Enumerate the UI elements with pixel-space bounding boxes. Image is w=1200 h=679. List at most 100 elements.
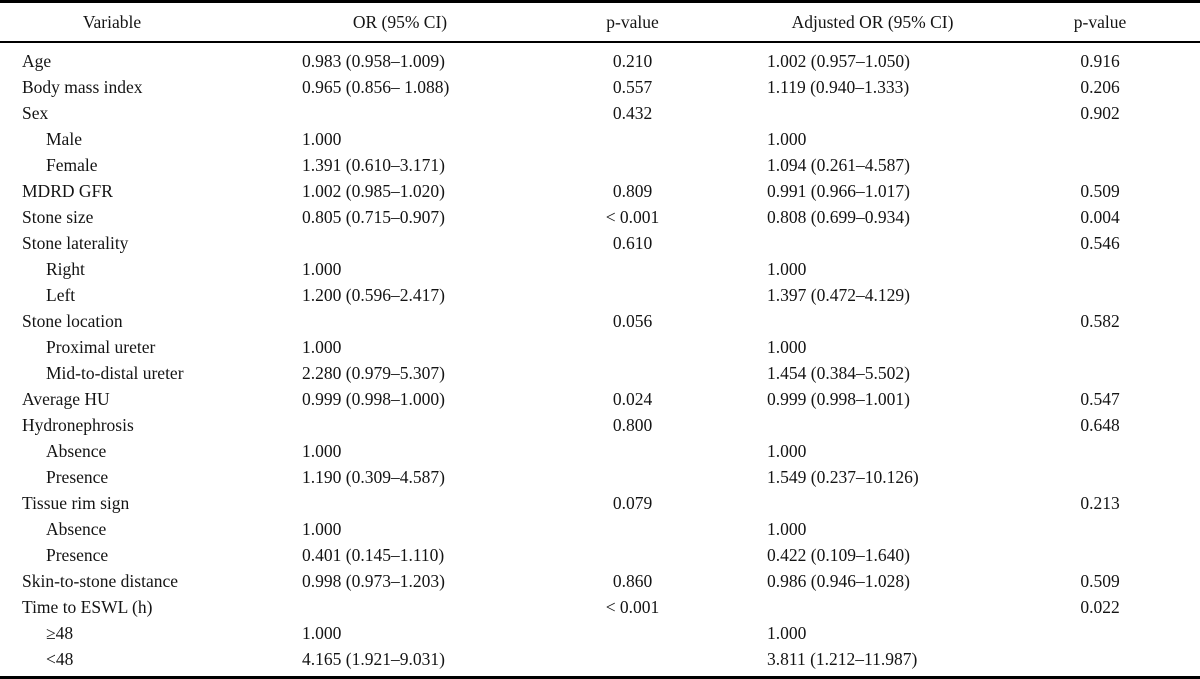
table-row: Mid-to-distal ureter 2.280 (0.979–5.307) 1… (0, 360, 1200, 386)
table-row: Stone laterality 0.610 0.546 (0, 230, 1200, 256)
p-value-cell: 0.610 (612, 232, 653, 253)
or-ci-cell: 1.000 (302, 622, 342, 643)
adjusted-p-value-cell: 0.916 (1080, 50, 1120, 71)
variable-cell: Right (46, 258, 85, 279)
or-ci-cell: 0.999 (0.998–1.000) (302, 388, 445, 409)
table-row: Skin-to-stone distance 0.998 (0.973–1.203… (0, 568, 1200, 594)
adjusted-p-value-cell: 0.004 (1080, 206, 1120, 227)
p-value-cell: 0.079 (612, 492, 653, 513)
or-ci-cell: 1.000 (302, 258, 342, 279)
table-row: Time to ESWL (h) < 0.001 0.022 (0, 594, 1200, 620)
table-row: Age 0.983 (0.958–1.009) 0.210 1.002 (0.957–… (0, 48, 1200, 74)
table-row: Tissue rim sign 0.079 0.213 (0, 490, 1200, 516)
table-row: Right 1.000 1.000 (0, 256, 1200, 282)
or-ci-cell: 1.000 (302, 440, 342, 461)
or-ci-cell: 0.805 (0.715–0.907) (302, 206, 445, 227)
column-header-p-value: p-value (606, 11, 659, 32)
adjusted-or-ci-cell: 1.002 (0.957–1.050) (767, 50, 910, 71)
or-ci-cell: 4.165 (1.921–9.031) (302, 648, 445, 669)
p-value-cell: 0.210 (612, 50, 653, 71)
adjusted-p-value-cell: 0.648 (1080, 414, 1120, 435)
table-row: Body mass index 0.965 (0.856– 1.088) 0.557… (0, 74, 1200, 100)
or-ci-cell: 2.280 (0.979–5.307) (302, 362, 445, 383)
variable-cell: ≥48 (46, 622, 74, 643)
adjusted-or-ci-cell: 0.808 (0.699–0.934) (767, 206, 910, 227)
table-row: Stone size 0.805 (0.715–0.907) < 0.001 0.80… (0, 204, 1200, 230)
table-row: Sex 0.432 0.902 (0, 100, 1200, 126)
table-row: Stone location 0.056 0.582 (0, 308, 1200, 334)
variable-cell: Hydronephrosis (22, 414, 134, 435)
variable-cell: Proximal ureter (46, 336, 156, 357)
variable-cell: Tissue rim sign (22, 492, 130, 513)
table-row: Proximal ureter 1.000 1.000 (0, 334, 1200, 360)
table-row: Male 1.000 1.000 (0, 126, 1200, 152)
adjusted-or-ci-cell: 1.000 (767, 622, 807, 643)
variable-cell: Left (46, 284, 76, 305)
variable-cell: <48 (46, 648, 74, 669)
adjusted-p-value-cell: 0.213 (1080, 492, 1120, 513)
variable-cell: Time to ESWL (h) (22, 596, 153, 617)
adjusted-or-ci-cell: 1.000 (767, 336, 807, 357)
table-row: Absence 1.000 1.000 (0, 438, 1200, 464)
p-value-cell: < 0.001 (605, 206, 660, 227)
p-value-cell: < 0.001 (605, 596, 660, 617)
adjusted-or-ci-cell: 0.422 (0.109–1.640) (767, 544, 910, 565)
p-value-cell: 0.809 (612, 180, 653, 201)
p-value-cell: 0.024 (612, 388, 653, 409)
table-header-row: Variable OR (95% CI) p-value Adjusted OR (9… (0, 3, 1200, 43)
variable-cell: Stone size (22, 206, 94, 227)
variable-cell: Male (46, 128, 82, 149)
adjusted-or-ci-cell: 1.000 (767, 128, 807, 149)
adjusted-or-ci-cell: 1.119 (0.940–1.333) (767, 76, 910, 97)
adjusted-or-ci-cell: 1.397 (0.472–4.129) (767, 284, 910, 305)
variable-cell: Skin-to-stone distance (22, 570, 179, 591)
adjusted-p-value-cell: 0.902 (1080, 102, 1120, 123)
variable-cell: Stone location (22, 310, 123, 331)
table-row: Presence 0.401 (0.145–1.110) 0.422 (0.109–… (0, 542, 1200, 568)
table-row: Left 1.200 (0.596–2.417) 1.397 (0.472–4.12… (0, 282, 1200, 308)
p-value-cell: 0.432 (612, 102, 653, 123)
or-ci-cell: 1.000 (302, 336, 342, 357)
column-header-adjusted-p-value: p-value (1073, 11, 1127, 32)
or-ci-cell: 1.200 (0.596–2.417) (302, 284, 445, 305)
adjusted-or-ci-cell: 1.454 (0.384–5.502) (767, 362, 910, 383)
adjusted-p-value-cell: 0.206 (1080, 76, 1120, 97)
variable-cell: Age (22, 50, 52, 71)
adjusted-or-ci-cell: 1.000 (767, 440, 807, 461)
variable-cell: Female (46, 154, 98, 175)
table-row: Presence 1.190 (0.309–4.587) 1.549 (0.237–… (0, 464, 1200, 490)
adjusted-p-value-cell: 0.546 (1080, 232, 1120, 253)
table-row: Female 1.391 (0.610–3.171) 1.094 (0.261–4.… (0, 152, 1200, 178)
variable-cell: Absence (46, 440, 107, 461)
or-ci-cell: 1.000 (302, 128, 342, 149)
adjusted-or-ci-cell: 3.811 (1.212–11.987) (767, 648, 918, 669)
table-row: MDRD GFR 1.002 (0.985–1.020) 0.809 0.991 (0… (0, 178, 1200, 204)
variable-cell: Presence (46, 544, 109, 565)
or-ci-cell: 1.002 (0.985–1.020) (302, 180, 445, 201)
or-ci-cell: 0.998 (0.973–1.203) (302, 570, 445, 591)
variable-cell: Stone laterality (22, 232, 129, 253)
adjusted-p-value-cell: 0.509 (1080, 570, 1120, 591)
adjusted-or-ci-cell: 1.000 (767, 258, 807, 279)
or-ci-cell: 0.983 (0.958–1.009) (302, 50, 445, 71)
variable-cell: MDRD GFR (22, 180, 113, 201)
p-value-cell: 0.056 (612, 310, 653, 331)
adjusted-or-ci-cell: 1.094 (0.261–4.587) (767, 154, 910, 175)
or-ci-cell: 0.965 (0.856– 1.088) (302, 76, 450, 97)
adjusted-p-value-cell: 0.509 (1080, 180, 1120, 201)
p-value-cell: 0.800 (612, 414, 653, 435)
variable-cell: Sex (22, 102, 49, 123)
table-row: Average HU 0.999 (0.998–1.000) 0.024 0.999 … (0, 386, 1200, 412)
or-ci-cell: 1.190 (0.309–4.587) (302, 466, 445, 487)
variable-cell: Mid-to-distal ureter (46, 362, 184, 383)
p-value-cell: 0.860 (612, 570, 653, 591)
adjusted-or-ci-cell: 0.991 (0.966–1.017) (767, 180, 910, 201)
variable-cell: Presence (46, 466, 109, 487)
column-header-variable: Variable (82, 11, 142, 32)
table-row: <48 4.165 (1.921–9.031) 3.811 (1.212–11.98… (0, 646, 1200, 672)
variable-cell: Body mass index (22, 76, 143, 97)
adjusted-or-ci-cell: 0.986 (0.946–1.028) (767, 570, 910, 591)
variable-cell: Average HU (22, 388, 110, 409)
table-row: ≥48 1.000 1.000 (0, 620, 1200, 646)
